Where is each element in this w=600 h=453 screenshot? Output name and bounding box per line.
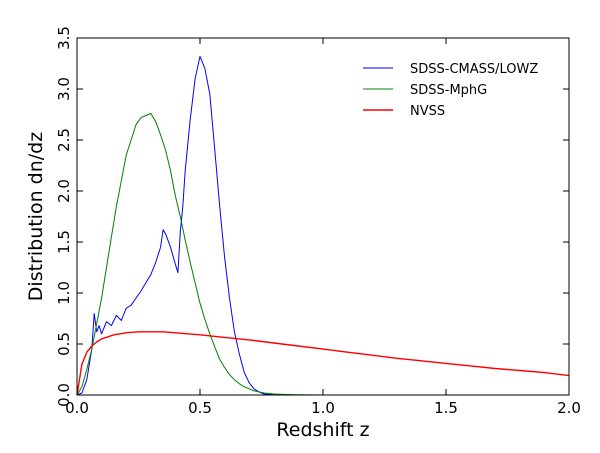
x-tick-label: 2.0 xyxy=(557,399,581,417)
series-layer xyxy=(76,55,570,396)
y-axis-label: Distribution dn/dz xyxy=(25,132,47,301)
x-tick-label: 1.5 xyxy=(434,399,458,417)
y-tick-label: 1.5 xyxy=(55,230,73,254)
x-axis-label: Redshift z xyxy=(276,419,369,441)
y-tick-label: 2.0 xyxy=(55,179,73,203)
y-tick-label: 0.5 xyxy=(55,332,73,356)
series-line-1 xyxy=(76,55,323,396)
y-tick-label: 3.0 xyxy=(55,77,73,101)
legend-label-3: NVSS xyxy=(410,104,445,119)
plot-background xyxy=(77,38,569,395)
ticks-layer: 0.0 0.5 1.0 1.5 2.0 0.0 0.5 1.0 1.5 2.0 2.5 3.0 3.5 xyxy=(55,26,581,417)
legend-label-1: SDSS-CMASS/LOWZ xyxy=(410,62,538,77)
y-tick-label: 1.0 xyxy=(55,281,73,305)
plot-area xyxy=(77,38,569,395)
y-tick-label: 3.5 xyxy=(55,26,73,50)
x-tick-label: 1.0 xyxy=(311,399,335,417)
legend: SDSS-CMASS/LOWZ SDSS-MphG NVSS xyxy=(363,62,538,119)
x-tick-label: 0.0 xyxy=(65,399,89,417)
series-line-3 xyxy=(76,331,570,396)
legend-label-2: SDSS-MphG xyxy=(410,83,487,98)
y-tick-label: 2.5 xyxy=(55,128,73,152)
series-line-2 xyxy=(76,113,324,396)
x-tick-label: 0.5 xyxy=(188,399,212,417)
y-tick-label: 0.0 xyxy=(55,383,73,407)
